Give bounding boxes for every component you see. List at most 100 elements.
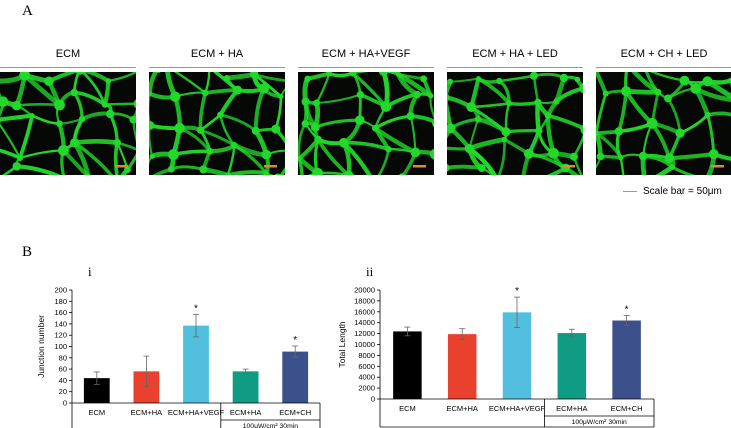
y-tick-label: 80 <box>59 353 67 362</box>
image-label-5: ECM + CH + LED <box>620 48 708 60</box>
error-bar-1 <box>404 326 411 337</box>
vessel-strands-3 <box>298 72 434 175</box>
y-tick-label: 120 <box>54 331 67 340</box>
error-bar-2 <box>459 328 466 340</box>
vessel-strands-1 <box>0 72 136 175</box>
y-tick-label: 200 <box>54 286 67 295</box>
image-label-2: ECM + HA <box>190 48 244 60</box>
significance-marker-3: * <box>515 286 519 297</box>
chart-ii-sublabel: ii <box>366 264 374 279</box>
scale-bar-2 <box>264 165 277 168</box>
bar-5 <box>612 320 641 399</box>
category-table-frame <box>379 398 655 428</box>
vessel-network-2 <box>149 72 285 175</box>
scale-bar-3 <box>413 165 426 168</box>
chart-i-sublabel: i <box>88 264 92 279</box>
vessel-network-5 <box>596 72 731 175</box>
error-bar-5 <box>623 315 630 326</box>
micrograph-2 <box>149 72 285 175</box>
error-bar-4 <box>242 368 249 375</box>
y-tick-label: 140 <box>54 319 67 328</box>
y-tick-label: 18000 <box>354 296 375 305</box>
y-tick-label: 12000 <box>354 329 375 338</box>
bar-2 <box>447 334 477 399</box>
x-category-label-3: ECM+HA+VEGF <box>168 408 225 417</box>
scale-bar-key-line <box>623 190 637 192</box>
y-axis: 0 2000 4000 6000 8000 10000 12000 14000 16000 180… <box>354 286 381 404</box>
error-bar-2 <box>143 355 150 388</box>
image-label-rule-4 <box>447 67 583 68</box>
error-bar-3 <box>514 296 520 329</box>
y-axis: 0 20 40 60 80 100 120 140 160 180 200 <box>54 286 73 408</box>
x-category-label-4: ECM+HA <box>556 404 587 413</box>
error-bar-3 <box>193 313 199 338</box>
image-label-rule-3 <box>298 67 434 68</box>
x-category-label-2: ECM+HA <box>446 404 477 413</box>
bar-1 <box>393 331 422 399</box>
y-tick-label: 180 <box>54 297 67 306</box>
y-tick-label: 40 <box>59 376 67 385</box>
light-treatment-note: 100μW/cm² 30min <box>572 419 628 426</box>
micrograph-4 <box>447 72 583 175</box>
y-tick-label: 14000 <box>354 318 375 327</box>
error-bar-5 <box>292 345 299 358</box>
x-category-label-3: ECM+HA+VEGF <box>489 404 546 413</box>
significance-marker-5: * <box>625 305 629 316</box>
micrograph-5 <box>596 72 731 175</box>
image-label-rule-2 <box>149 67 285 68</box>
micrograph-1 <box>0 72 136 175</box>
scale-bar-key: Scale bar = 50μm <box>623 186 722 197</box>
vessel-strands-5 <box>596 72 731 175</box>
x-category-label-1: ECM <box>399 404 416 413</box>
image-label-4: ECM + HA + LED <box>472 48 558 60</box>
y-tick-label: 10000 <box>354 340 375 349</box>
y-tick-label: 4000 <box>358 373 375 382</box>
vessel-network-4 <box>447 72 583 175</box>
y-axis-title: Total Length <box>337 321 347 368</box>
vessel-strands-2 <box>149 72 285 175</box>
y-tick-label: 6000 <box>358 362 375 371</box>
y-tick-label: 2000 <box>358 384 375 393</box>
significance-marker-5: * <box>293 335 297 346</box>
image-label-3: ECM + HA+VEGF <box>321 48 411 60</box>
category-table-frame <box>71 402 321 428</box>
scale-bar-4 <box>562 165 575 168</box>
y-tick-label: 0 <box>371 395 375 404</box>
image-label-rule-1 <box>0 67 136 68</box>
y-tick-label: 100 <box>54 342 67 351</box>
bar-3 <box>183 325 209 403</box>
y-tick-label: 20000 <box>354 286 375 295</box>
y-tick-label: 160 <box>54 308 67 317</box>
bar-4 <box>557 333 587 399</box>
x-category-label-5: ECM+CH <box>611 404 643 413</box>
panel-b-letter: B <box>22 244 33 260</box>
scale-bar-5 <box>711 165 724 168</box>
y-tick-label: 20 <box>59 387 67 396</box>
junction-number-chart: 0 20 40 60 80 100 120 140 160 180 200 Junction numb… <box>36 286 321 428</box>
vessel-strands-4 <box>447 72 583 175</box>
error-bar-4 <box>568 328 575 338</box>
significance-marker-3: * <box>194 303 198 314</box>
scale-bar-key-text: Scale bar = 50μm <box>643 186 722 197</box>
bar-5 <box>282 351 309 403</box>
x-category-label-4: ECM+HA <box>230 408 261 417</box>
panel-a-letter: A <box>22 3 33 19</box>
light-treatment-note: 100μW/cm² 30min <box>243 423 299 428</box>
micrograph-3 <box>298 72 434 175</box>
total-length-chart: 0 2000 4000 6000 8000 10000 12000 14000 16000 180… <box>337 286 655 428</box>
image-label-rule-5 <box>596 67 731 68</box>
vessel-network-3 <box>298 72 434 175</box>
image-label-1: ECM <box>55 48 81 60</box>
x-category-label-2: ECM+HA <box>131 408 162 417</box>
vessel-network-1 <box>0 72 136 175</box>
y-tick-label: 0 <box>63 399 67 408</box>
error-bar-1 <box>93 371 100 385</box>
y-tick-label: 60 <box>59 365 67 374</box>
scale-bar-1 <box>115 165 128 168</box>
x-category-label-1: ECM <box>88 408 105 417</box>
y-tick-label: 16000 <box>354 307 375 316</box>
x-category-label-5: ECM+CH <box>279 408 311 417</box>
bar-4 <box>232 371 259 403</box>
y-axis-title: Junction number <box>36 315 46 378</box>
y-tick-label: 8000 <box>358 351 375 360</box>
